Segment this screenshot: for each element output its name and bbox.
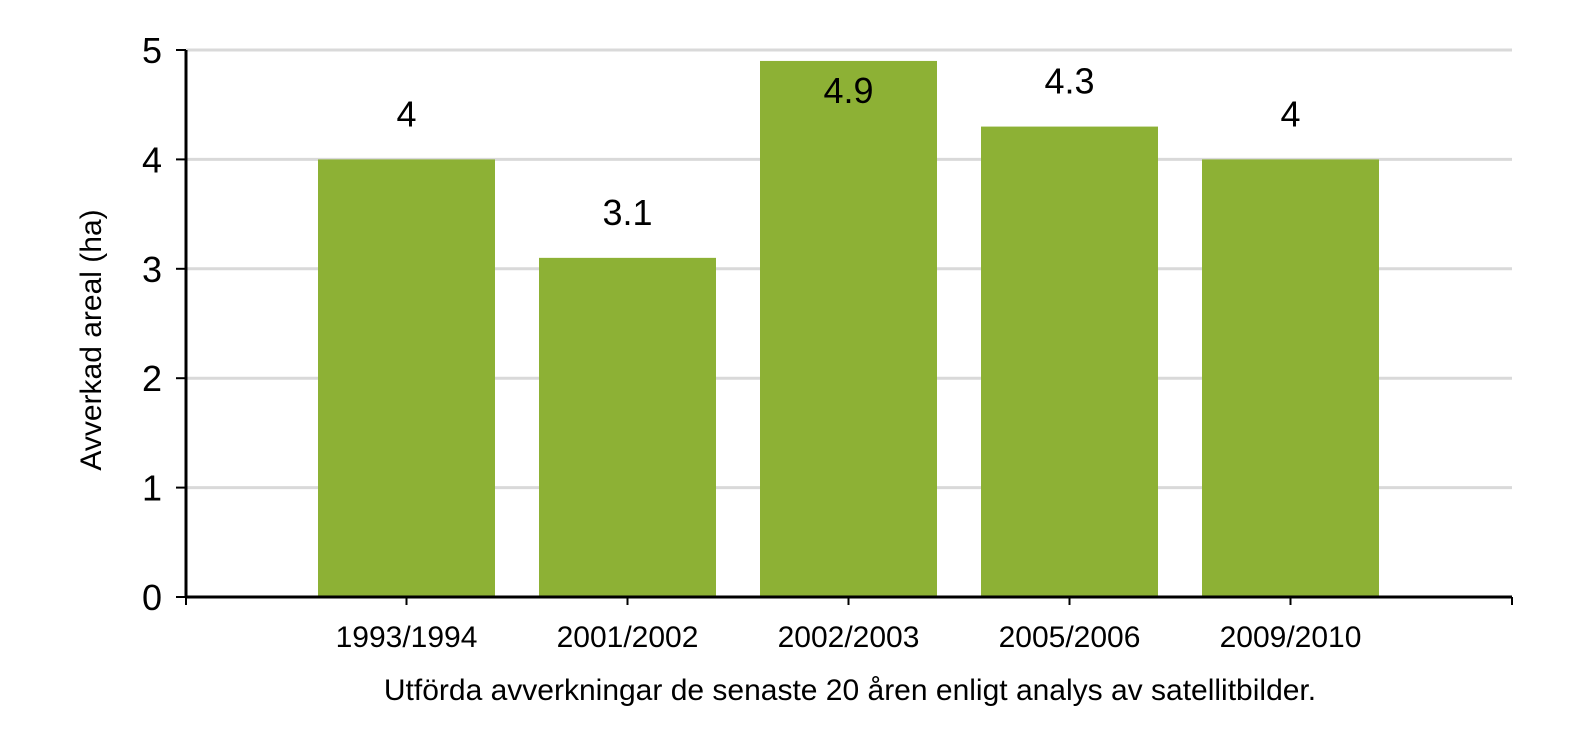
- y-axis-title: Avverkad areal (ha): [75, 209, 108, 470]
- x-tick-label: 2001/2002: [557, 621, 699, 654]
- y-tick-label: 3: [142, 249, 162, 290]
- bar: [539, 257, 716, 597]
- x-tick-label: 2005/2006: [999, 621, 1141, 654]
- x-tick-label: 1993/1994: [336, 621, 478, 654]
- x-tick-label: 2009/2010: [1220, 621, 1362, 654]
- bar: [981, 126, 1158, 597]
- y-tick-label: 1: [142, 468, 162, 509]
- data-label: 4.3: [1044, 61, 1094, 102]
- bar: [1202, 159, 1379, 597]
- y-tick-label: 5: [142, 30, 162, 71]
- data-label: 4.9: [823, 70, 873, 111]
- x-tick-label: 2002/2003: [778, 621, 920, 654]
- data-label: 4: [1280, 93, 1300, 134]
- bar: [760, 60, 937, 597]
- data-label: 3.1: [602, 192, 652, 233]
- data-label: 4: [396, 93, 416, 134]
- bar: [318, 159, 495, 597]
- y-tick-label: 4: [142, 139, 162, 180]
- axes: 0 1 2 3 4 5 1993/1994 2001/2002 2002/2003 2005/20…: [142, 30, 1513, 654]
- data-labels: 4 3.1 4.9 4.3 4: [396, 61, 1300, 233]
- y-tick-label: 2: [142, 358, 162, 399]
- bars: [318, 60, 1379, 597]
- x-axis-title: Utförda avverkningar de senaste 20 åren …: [384, 674, 1316, 707]
- y-tick-label: 0: [142, 577, 162, 618]
